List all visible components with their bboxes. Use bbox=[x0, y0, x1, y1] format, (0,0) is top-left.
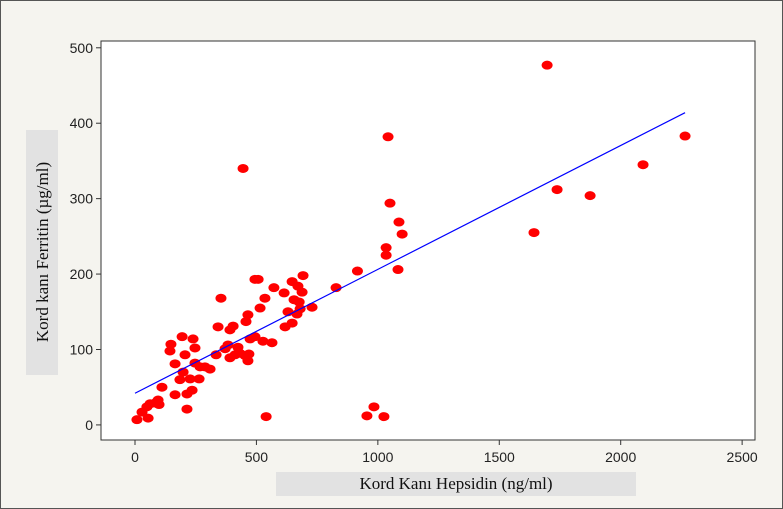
y-tick-label: 300 bbox=[70, 191, 94, 207]
plot: 0 500 1000 1500 2000 2500 0 100 200 300 400 500 bbox=[70, 40, 758, 465]
point bbox=[227, 321, 239, 331]
point bbox=[184, 374, 196, 384]
point bbox=[156, 382, 168, 392]
point bbox=[142, 413, 154, 423]
point bbox=[380, 243, 392, 253]
point bbox=[257, 336, 269, 346]
point bbox=[384, 198, 396, 208]
point bbox=[179, 350, 191, 360]
point bbox=[215, 293, 227, 303]
point bbox=[210, 350, 222, 360]
point bbox=[679, 131, 691, 141]
point bbox=[243, 349, 255, 359]
point bbox=[240, 317, 252, 327]
point bbox=[297, 271, 309, 281]
y-label-bg bbox=[26, 130, 58, 375]
point bbox=[361, 411, 373, 421]
point bbox=[266, 338, 278, 348]
x-tick-label: 500 bbox=[245, 449, 269, 465]
y-axis-label: Kord kanı Ferritin (µg/ml) bbox=[33, 162, 52, 342]
point bbox=[396, 229, 408, 239]
point bbox=[286, 318, 298, 328]
point bbox=[268, 283, 280, 293]
point bbox=[351, 266, 363, 276]
x-label-bg bbox=[276, 472, 636, 496]
point bbox=[528, 228, 540, 238]
point bbox=[242, 310, 254, 320]
point bbox=[204, 364, 216, 374]
x-tick-label: 0 bbox=[131, 449, 139, 465]
fit-line bbox=[134, 112, 686, 394]
x-tick-label: 2000 bbox=[605, 449, 636, 465]
point bbox=[293, 297, 305, 307]
point bbox=[254, 303, 266, 313]
point bbox=[189, 343, 201, 353]
y-tick-label: 500 bbox=[70, 40, 94, 56]
point bbox=[176, 332, 188, 342]
point bbox=[187, 334, 199, 344]
point bbox=[368, 402, 380, 412]
point bbox=[169, 390, 181, 400]
point bbox=[278, 288, 290, 298]
point bbox=[378, 412, 390, 422]
y-tick-label: 100 bbox=[70, 341, 94, 357]
point bbox=[169, 359, 181, 369]
point bbox=[174, 375, 186, 385]
point bbox=[380, 250, 392, 260]
point bbox=[212, 322, 224, 332]
point bbox=[237, 163, 249, 173]
point bbox=[193, 374, 205, 384]
x-tick-label: 1000 bbox=[362, 449, 393, 465]
x-tick-label: 2500 bbox=[727, 449, 758, 465]
point bbox=[260, 412, 272, 422]
point bbox=[153, 400, 165, 410]
point bbox=[249, 332, 261, 342]
point bbox=[242, 356, 254, 366]
point bbox=[541, 60, 553, 70]
point bbox=[296, 287, 308, 297]
point bbox=[306, 302, 318, 312]
y-tick-label: 200 bbox=[70, 266, 94, 282]
y-tick-label: 0 bbox=[85, 417, 93, 433]
x-axis-label: Kord Kanı Hepsidin (ng/ml) bbox=[359, 474, 552, 493]
point bbox=[181, 404, 193, 414]
point bbox=[392, 265, 404, 275]
point bbox=[637, 160, 649, 170]
point bbox=[551, 185, 563, 195]
point bbox=[131, 415, 143, 425]
point bbox=[584, 191, 596, 201]
point bbox=[393, 217, 405, 227]
point bbox=[164, 346, 176, 356]
point bbox=[259, 293, 271, 303]
x-tick-label: 1500 bbox=[484, 449, 515, 465]
point bbox=[382, 132, 394, 142]
y-tick-label: 400 bbox=[70, 115, 94, 131]
point bbox=[186, 385, 198, 395]
point bbox=[165, 339, 177, 349]
point bbox=[252, 274, 264, 284]
